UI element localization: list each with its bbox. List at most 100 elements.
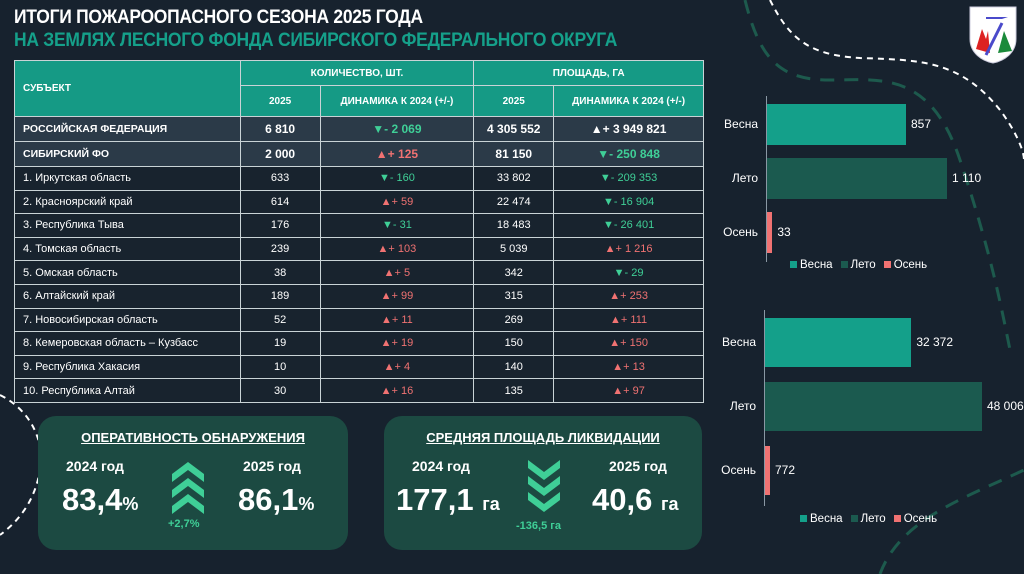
table-row: 3. Республика Тыва 176 ▼- 31 18 483 ▼- 26 40… <box>14 213 704 238</box>
bar-весна <box>767 104 906 145</box>
detection-efficiency-panel: ОПЕРАТИВНОСТЬ ОБНАРУЖЕНИЯ 2024 год 2025 … <box>38 416 348 550</box>
legend-item: Весна <box>790 259 833 271</box>
category-label: Осень <box>723 224 758 239</box>
legend-item: Осень <box>893 513 938 525</box>
table-row: 10. Республика Алтай 30 ▲+ 16 135 ▲+ 97 <box>14 378 704 403</box>
area-2025-cell: 342 <box>473 260 555 285</box>
area-dynamics-cell: ▲+ 97 <box>553 378 704 403</box>
legend-swatch <box>893 515 901 522</box>
area-2025-cell: 18 483 <box>473 213 555 238</box>
legend-label: Осень <box>893 259 928 271</box>
data-label: 772 <box>775 462 796 477</box>
panel-title: ОПЕРАТИВНОСТЬ ОБНАРУЖЕНИЯ <box>81 430 305 445</box>
header-area: ПЛОЩАДЬ, ГА <box>473 60 704 86</box>
chevrons-up-icon <box>172 462 204 514</box>
subject-cell: 1. Иркутская область <box>14 166 241 191</box>
subject-cell: СИБИРСКИЙ ФО <box>14 141 241 167</box>
subject-cell: 8. Кемеровская область – Кузбасс <box>14 331 241 356</box>
area-2025-cell: 140 <box>473 354 555 380</box>
subject-cell: 7. Новосибирская область <box>14 307 241 333</box>
chart-axis <box>764 310 765 506</box>
category-label: Лето <box>729 398 756 413</box>
category-label: Лето <box>731 170 758 185</box>
count-2025-cell: 239 <box>239 236 321 262</box>
area-2025-cell: 135 <box>473 378 555 403</box>
legend-swatch <box>883 261 891 268</box>
header-area-dynamics: ДИНАМИКА К 2024 (+/-) <box>553 85 704 117</box>
area-2025-cell: 22 474 <box>473 189 555 215</box>
count-2025-cell: 6 810 <box>239 116 321 142</box>
table-row: 4. Томская область 239 ▲+ 103 5 039 ▲+ 1 216 <box>14 236 704 262</box>
page-title: ИТОГИ ПОЖАРООПАСНОГО СЕЗОНА 2025 ГОДА <box>14 7 423 28</box>
chart-legend: Весна Лето Осень <box>800 513 937 525</box>
count-2025-cell: 19 <box>239 331 321 356</box>
year-2025-label: 2025 год <box>243 458 301 474</box>
page-subtitle: НА ЗЕМЛЯХ ЛЕСНОГО ФОНДА СИБИРСКОГО ФЕДЕР… <box>14 30 618 51</box>
data-label: 48 006 <box>987 398 1024 413</box>
header-count-dynamics: ДИНАМИКА К 2024 (+/-) <box>319 85 475 117</box>
subject-cell: 2. Красноярский край <box>14 189 241 215</box>
count-2025-cell: 614 <box>239 189 321 215</box>
count-2025-cell: 52 <box>239 307 321 333</box>
count-dynamics-cell: ▲+ 125 <box>319 141 475 167</box>
legend-item: Лето <box>850 513 886 525</box>
subject-cell: 5. Омская область <box>14 260 241 285</box>
legend-swatch <box>850 515 858 522</box>
count-2025-cell: 38 <box>239 260 321 285</box>
subject-cell: 4. Томская область <box>14 236 241 262</box>
count-2025-cell: 633 <box>239 166 321 191</box>
data-label: 1 110 <box>952 170 982 185</box>
subject-cell: 6. Алтайский край <box>14 283 241 309</box>
table-row: 1. Иркутская область 633 ▼- 160 33 802 ▼- 20… <box>14 166 704 191</box>
category-label: Весна <box>724 116 758 131</box>
area-dynamics-cell: ▲+ 13 <box>553 354 704 380</box>
legend-swatch <box>840 261 848 268</box>
count-dynamics-cell: ▲+ 4 <box>319 354 475 380</box>
table-row: 2. Красноярский край 614 ▲+ 59 22 474 ▼- 16 … <box>14 189 704 215</box>
legend-label: Осень <box>903 513 938 525</box>
bar-осень <box>765 446 770 495</box>
value-2025: 40,6 га <box>592 482 679 517</box>
value-2024: 177,1 га <box>396 482 500 517</box>
count-dynamics-cell: ▼- 31 <box>319 213 475 238</box>
count-dynamics-cell: ▲+ 59 <box>319 189 475 215</box>
count-dynamics-cell: ▲+ 103 <box>319 236 475 262</box>
area-dynamics-cell: ▼- 26 401 <box>553 213 704 238</box>
count-dynamics-cell: ▲+ 11 <box>319 307 475 333</box>
count-2025-cell: 189 <box>239 283 321 309</box>
count-2025-cell: 30 <box>239 378 321 403</box>
subject-cell: РОССИЙСКАЯ ФЕДЕРАЦИЯ <box>14 116 241 142</box>
subject-cell: 9. Республика Хакасия <box>14 354 241 380</box>
delta-value: +2,7% <box>168 518 200 530</box>
year-2025-label: 2025 год <box>609 458 667 474</box>
legend-item: Осень <box>883 259 928 271</box>
area-2025-cell: 150 <box>473 331 555 356</box>
subject-cell: 10. Республика Алтай <box>14 378 241 403</box>
year-2024-label: 2024 год <box>66 458 124 474</box>
chevrons-down-icon <box>528 460 560 512</box>
table-row: 6. Алтайский край 189 ▲+ 99 315 ▲+ 253 <box>14 283 704 309</box>
data-label: 857 <box>910 116 931 131</box>
data-label: 32 372 <box>916 334 954 349</box>
count-dynamics-cell: ▲+ 99 <box>319 283 475 309</box>
legend-label: Лето <box>850 259 876 271</box>
category-label: Осень <box>721 462 756 477</box>
panel-title: СРЕДНЯЯ ПЛОЩАДЬ ЛИКВИДАЦИИ <box>426 430 660 445</box>
delta-value: -136,5 га <box>516 520 561 532</box>
header-area-2025: 2025 <box>473 85 555 117</box>
table-row: 8. Кемеровская область – Кузбасс 19 ▲+ 19 1… <box>14 331 704 356</box>
table-row: 9. Республика Хакасия 10 ▲+ 4 140 ▲+ 13 <box>14 354 704 380</box>
year-2024-label: 2024 год <box>412 458 470 474</box>
area-dynamics-cell: ▲+ 253 <box>553 283 704 309</box>
area-dynamics-cell: ▼- 16 904 <box>553 189 704 215</box>
area-dynamics-cell: ▲+ 150 <box>553 331 704 356</box>
bar-лето <box>767 158 947 199</box>
count-dynamics-cell: ▲+ 16 <box>319 378 475 403</box>
table-row: 5. Омская область 38 ▲+ 5 342 ▼- 29 <box>14 260 704 285</box>
data-label: 33 <box>777 224 791 239</box>
table-row: 7. Новосибирская область 52 ▲+ 11 269 ▲+ 111 <box>14 307 704 333</box>
legend-swatch <box>800 515 807 522</box>
area-2025-cell: 315 <box>473 283 555 309</box>
forest-protection-emblem-logo <box>969 6 1017 64</box>
average-liquidation-area-panel: СРЕДНЯЯ ПЛОЩАДЬ ЛИКВИДАЦИИ 2024 год 2025… <box>384 416 702 550</box>
